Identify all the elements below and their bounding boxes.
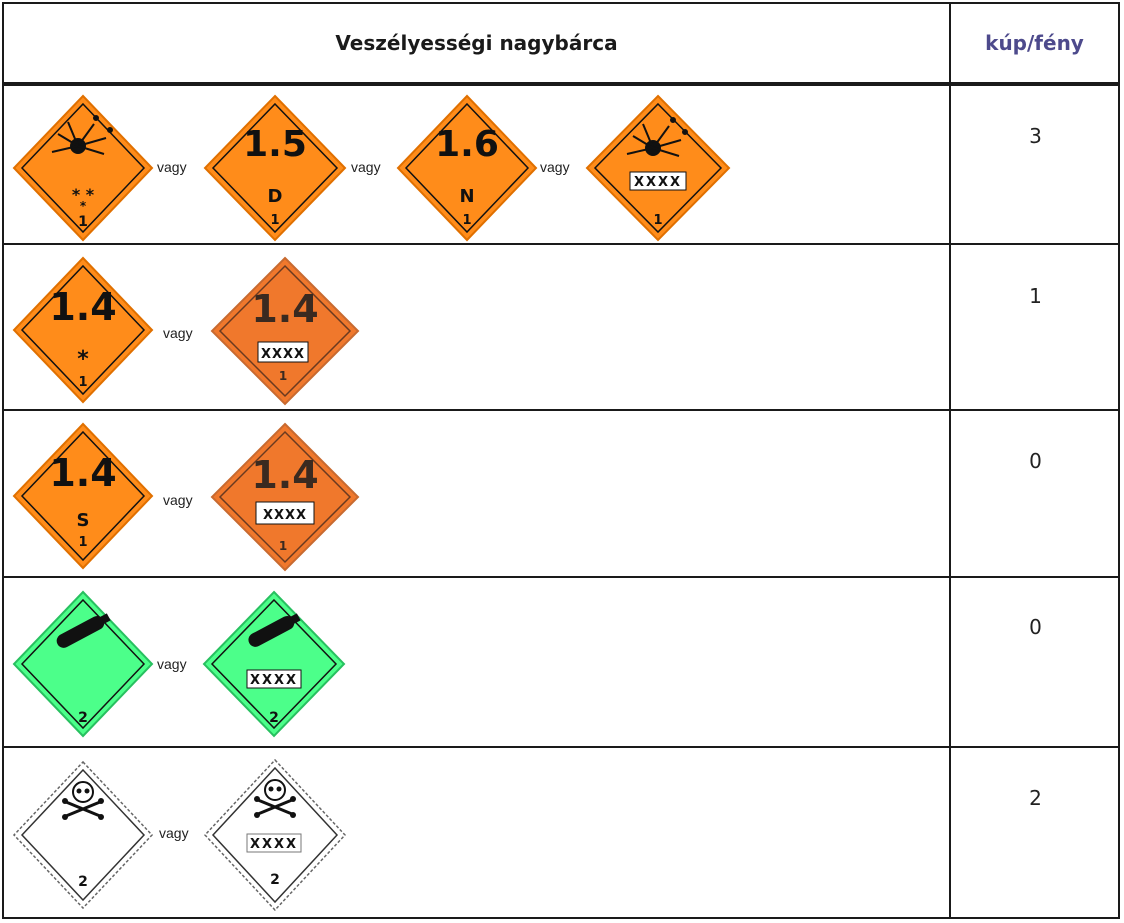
explosive-1-5-placard-icon: 1.5 D 1: [203, 94, 347, 242]
svg-text:1.5: 1.5: [243, 124, 307, 165]
connector-text: vagy: [163, 325, 193, 341]
cone-light-count: 3: [1029, 124, 1042, 148]
svg-text:S: S: [77, 510, 90, 531]
svg-text:D: D: [268, 186, 283, 207]
svg-text:1.4: 1.4: [251, 287, 318, 331]
explosive-1-4-box-placard-icon: 1.4 XXXX 1: [210, 256, 360, 406]
connector-text: vagy: [157, 159, 187, 175]
svg-text:2: 2: [78, 874, 88, 890]
compat-stars: * *: [72, 185, 95, 204]
row-divider: [2, 409, 1120, 411]
svg-text:1.4: 1.4: [49, 451, 116, 495]
svg-text:XXXX: XXXX: [250, 673, 298, 688]
connector-text: vagy: [159, 825, 189, 841]
connector-text: vagy: [540, 159, 570, 175]
cone-light-count: 0: [1029, 615, 1042, 639]
svg-text:XXXX: XXXX: [263, 508, 307, 523]
svg-text:1: 1: [78, 214, 88, 230]
svg-text:N: N: [459, 186, 474, 207]
svg-text:*: *: [77, 347, 89, 372]
svg-text:1: 1: [279, 369, 287, 383]
svg-text:*: *: [80, 199, 87, 213]
row-divider: [2, 243, 1120, 245]
gas-cylinder-placard-icon: 2: [12, 590, 154, 738]
svg-text:XXXX: XXXX: [250, 837, 298, 852]
gas-cylinder-box-placard-icon: XXXX 2: [202, 590, 346, 738]
explosive-1-6-placard-icon: 1.6 N 1: [396, 94, 538, 242]
connector-text: vagy: [163, 492, 193, 508]
explosive-placard-icon: * * * 1: [12, 94, 154, 242]
connector-text: vagy: [351, 159, 381, 175]
header-placard: Veszélyességi nagybárca: [335, 31, 618, 55]
svg-text:1: 1: [78, 375, 87, 390]
header-cone-light: kúp/fény: [985, 31, 1084, 55]
cone-light-count: 0: [1029, 449, 1042, 473]
header-divider: [2, 82, 1120, 86]
explosive-1-4-box-placard-icon: 1.4 XXXX 1: [210, 422, 360, 572]
svg-text:2: 2: [78, 710, 88, 726]
svg-text:2: 2: [270, 872, 280, 888]
svg-text:1: 1: [270, 213, 279, 228]
toxic-gas-box-placard-icon: XXXX 2: [203, 758, 347, 912]
svg-text:XXXX: XXXX: [261, 347, 305, 362]
svg-text:1: 1: [653, 213, 662, 228]
svg-text:2: 2: [269, 710, 279, 726]
explosive-box-placard-icon: XXXX 1: [585, 94, 731, 242]
row-divider: [2, 746, 1120, 748]
column-divider: [949, 2, 951, 919]
connector-text: vagy: [157, 656, 187, 672]
svg-text:1: 1: [462, 213, 471, 228]
toxic-gas-placard-icon: 2: [12, 760, 154, 910]
svg-text:1: 1: [78, 535, 87, 550]
row-divider: [2, 576, 1120, 578]
explosive-1-4-placard-icon: 1.4 * 1: [12, 256, 154, 404]
svg-text:1.4: 1.4: [251, 453, 318, 497]
svg-text:XXXX: XXXX: [634, 175, 682, 190]
explosive-1-4s-placard-icon: 1.4 S 1: [12, 422, 154, 570]
cone-light-count: 1: [1029, 284, 1042, 308]
svg-text:1.4: 1.4: [49, 285, 116, 329]
svg-text:1: 1: [279, 539, 287, 553]
cone-light-count: 2: [1029, 786, 1042, 810]
svg-text:1.6: 1.6: [435, 124, 499, 165]
